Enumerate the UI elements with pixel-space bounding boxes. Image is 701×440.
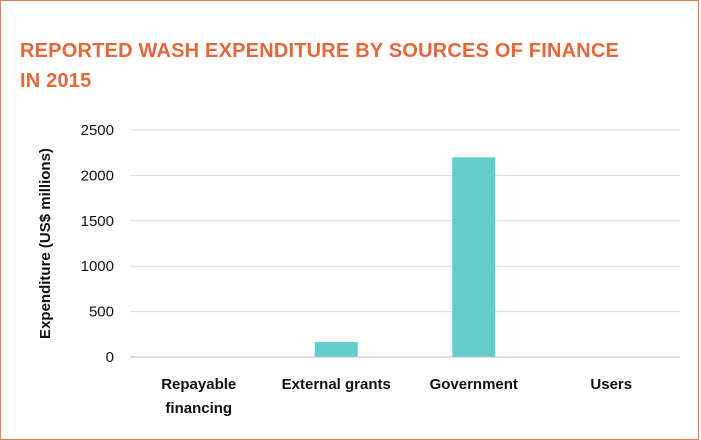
chart-title: REPORTED WASH EXPENDITURE BY SOURCES OF … [20,40,620,92]
y-axis-ticks: 0 500 1000 1500 2000 2500 [81,122,114,366]
x-tick-label: Repayable [161,376,236,393]
bars [314,157,496,357]
x-tick-label: External grants [282,376,391,393]
x-axis-ticks: Repayable financing External grants Governm… [161,376,632,417]
bar [314,342,358,357]
gridlines [130,129,680,313]
y-tick-label: 0 [106,349,114,366]
x-tick-label: Users [590,376,632,393]
bar [452,157,496,357]
y-tick-label: 2000 [81,167,114,184]
y-tick-label: 500 [89,304,114,321]
y-tick-label: 2500 [81,122,114,139]
x-tick-label: Government [430,376,518,393]
y-tick-label: 1500 [81,213,114,230]
y-tick-label: 1000 [81,258,114,275]
x-tick-label: financing [165,400,232,417]
y-axis-label: Expenditure (US$ millions) [37,148,54,339]
